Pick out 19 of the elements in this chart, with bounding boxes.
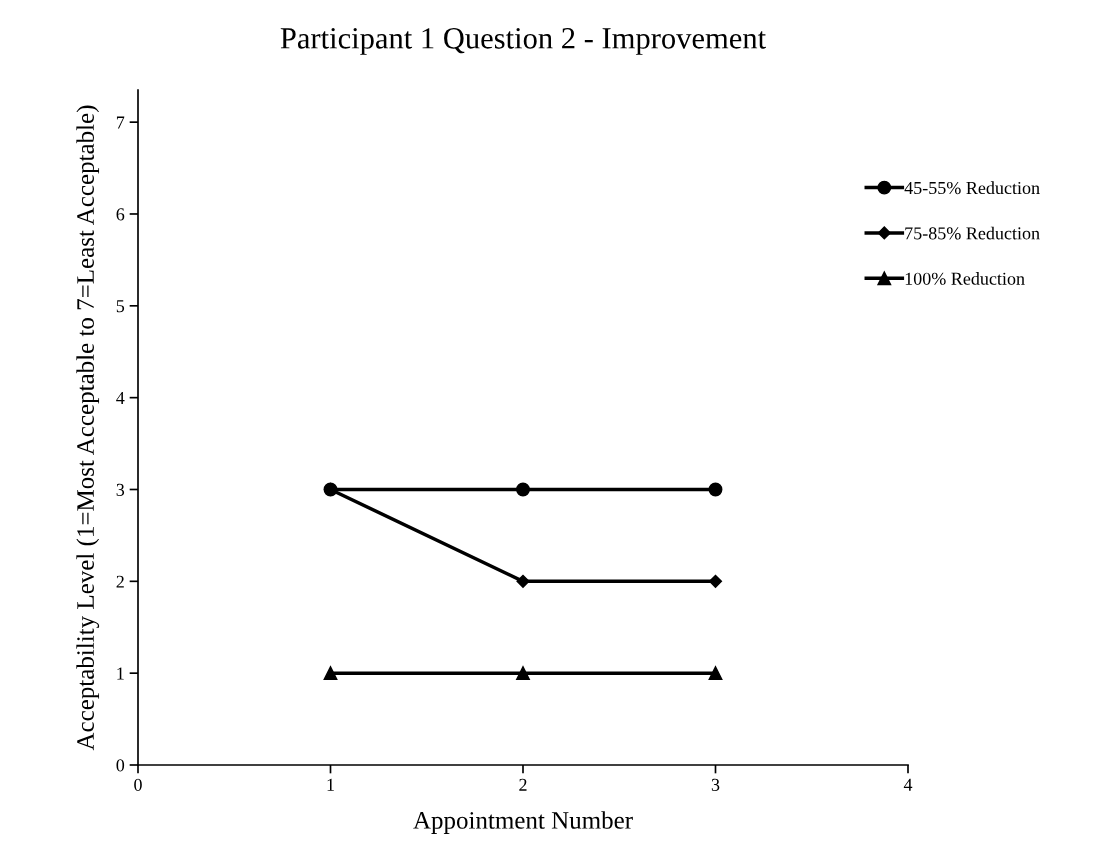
chart-title: Participant 1 Question 2 - Improvement: [280, 28, 766, 55]
legend-label: 45-55% Reduction: [904, 181, 1040, 195]
y-tick-label: 2: [116, 575, 124, 588]
x-tick-label: 1: [327, 778, 334, 791]
y-tick-label: 7: [116, 116, 125, 129]
y-tick-label: 6: [116, 208, 125, 221]
x-tick-label: 3: [711, 778, 720, 791]
y-axis-title: Acceptability Level (1=Most Acceptable to 7=Least Acceptable): [76, 105, 100, 751]
y-tick-label: 3: [116, 483, 125, 496]
x-axis-title: Appointment Number: [413, 811, 633, 834]
x-tick-label: 0: [134, 778, 142, 791]
legend-label: 75-85% Reduction: [905, 226, 1040, 240]
y-tick-label: 5: [116, 300, 125, 313]
x-tick-label: 4: [903, 778, 913, 791]
legend-label: 100% Reduction: [905, 272, 1025, 285]
y-tick-label: 0: [116, 759, 125, 772]
x-tick-label: 2: [519, 778, 527, 791]
y-tick-label: 4: [116, 392, 125, 404]
y-tick-label: 1: [117, 667, 124, 680]
